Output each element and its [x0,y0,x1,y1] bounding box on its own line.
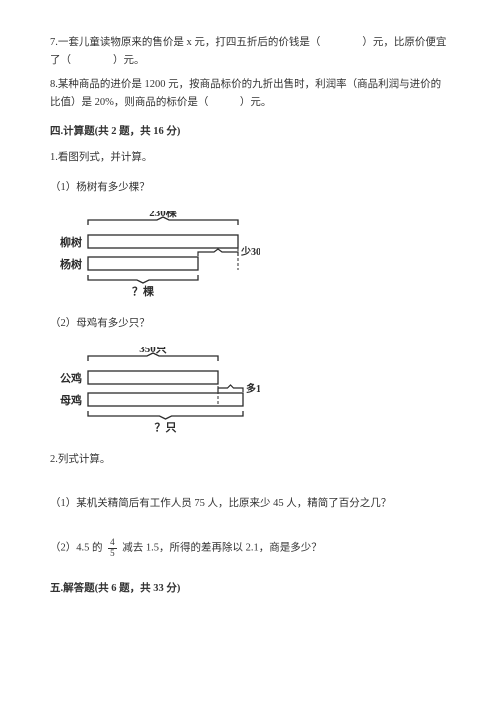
q4-2-sub2-b: 减去 1.5，所得的差再除以 2.1，商是多少？ [122,543,322,554]
q4-2-sub2: （2）4.5 的 4 5 减去 1.5，所得的差再除以 2.1，商是多少？ [50,538,450,558]
q8-blank [208,97,240,108]
q7-blank-1 [320,37,362,48]
section-5-title: 五.解答题(共 6 题，共 33 分) [50,580,450,598]
q4-1-sub2: （2）母鸡有多少只？ [50,315,450,333]
q4-1-sub1: （1）杨树有多少棵？ [50,179,450,197]
q7-blank-2 [71,55,113,66]
q7-text-a: 7.一套儿童读物原来的售价是 x 元，打四五折后的价钱是（ [50,37,320,48]
svg-text:少30%: 少30% [240,245,260,258]
q4-2-sub2-a: （2）4.5 的 [50,543,103,554]
diagram-2: 350只公鸡母鸡 多10% ？只 [50,347,450,437]
q4-2-sub1: （1）某机关精简后有工作人员 75 人，比原来少 45 人，精简了百分之几？ [50,495,450,513]
svg-text:350只: 350只 [139,347,167,355]
svg-text:公鸡: 公鸡 [60,371,82,385]
diagram-1: 230棵柳树杨树 少30% ？棵 [50,211,450,301]
svg-text:230棵: 230棵 [149,211,177,219]
q7-text-c: ）元。 [113,55,145,66]
diagram-2-svg: 350只公鸡母鸡 多10% ？只 [50,347,260,437]
question-7: 7.一套儿童读物原来的售价是 x 元，打四五折后的价钱是（ ）元，比原价便宜了（… [50,34,450,70]
svg-text:杨树: 杨树 [60,257,82,271]
page-container: 7.一套儿童读物原来的售价是 x 元，打四五折后的价钱是（ ）元，比原价便宜了（… [0,0,500,626]
svg-text:柳树: 柳树 [60,235,82,249]
svg-text:？棵: ？棵 [132,284,154,298]
svg-text:母鸡: 母鸡 [60,393,82,407]
q4-1-stem: 1.看图列式，并计算。 [50,149,450,167]
fraction-4-5: 4 5 [108,538,117,558]
diagram-1-svg: 230棵柳树杨树 少30% ？棵 [50,211,260,301]
svg-text:多10%: 多10% [246,382,260,395]
q8-text-b: ）元。 [240,97,272,108]
q4-2-stem: 2.列式计算。 [50,451,450,469]
question-8: 8.某种商品的进价是 1200 元，按商品标价的九折出售时，利润率（商品利润与进… [50,76,450,112]
section-4-title: 四.计算题(共 2 题，共 16 分) [50,123,450,141]
svg-text:？只: ？只 [155,421,177,434]
fraction-denominator: 5 [108,549,117,558]
